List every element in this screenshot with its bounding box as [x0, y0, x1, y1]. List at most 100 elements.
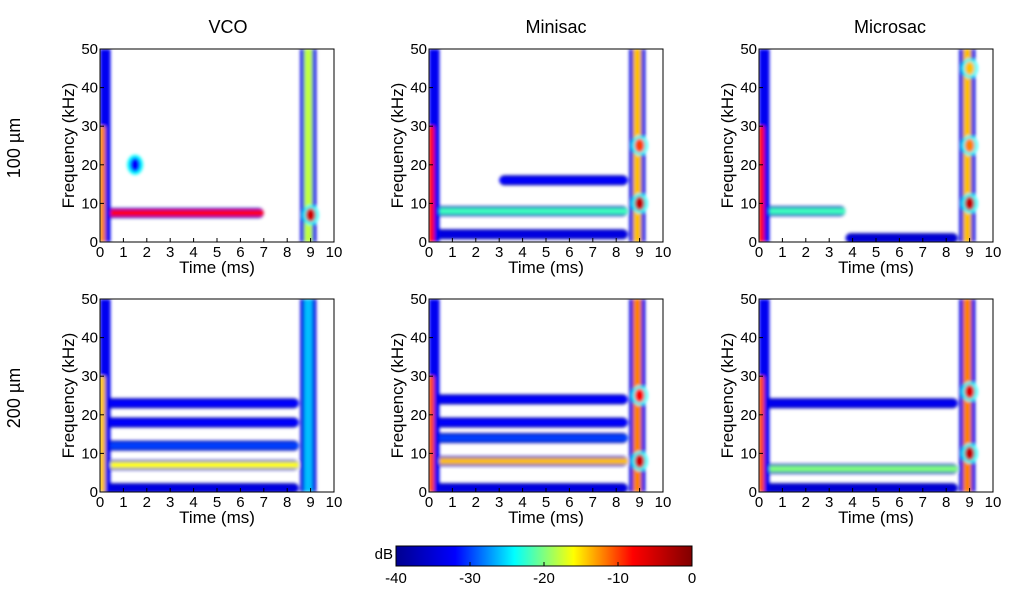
y-tick-label: 0 — [749, 484, 757, 501]
y-tick-label: 40 — [410, 330, 427, 347]
hotspot — [964, 61, 975, 76]
x-tick-label: 6 — [895, 244, 903, 261]
y-tick-label: 50 — [410, 41, 427, 58]
hotspot — [964, 446, 975, 461]
x-tick-label: 4 — [848, 494, 856, 511]
onset-column-halo — [429, 49, 440, 242]
x-tick-label: 10 — [655, 494, 672, 511]
hotspot — [964, 138, 975, 153]
onset-column-halo — [100, 49, 111, 242]
y-tick-label: 30 — [410, 368, 427, 385]
y-tick-label: 30 — [410, 118, 427, 135]
onset-column — [100, 126, 106, 242]
y-tick-label: 20 — [740, 407, 757, 424]
hotspot — [305, 207, 316, 222]
y-axis-label: Frequency (kHz) — [718, 83, 737, 209]
spectral-band — [100, 461, 299, 468]
x-tick-label: 10 — [326, 494, 343, 511]
y-tick-label: 10 — [740, 445, 757, 462]
spectral-band — [429, 396, 628, 403]
hotspot — [130, 157, 141, 172]
y-tick-label: 40 — [740, 80, 757, 97]
x-tick-label: 9 — [635, 244, 643, 261]
x-tick-label: 1 — [448, 244, 456, 261]
x-tick-label: 6 — [895, 494, 903, 511]
x-tick-label: 3 — [825, 494, 833, 511]
x-tick-label: 1 — [448, 494, 456, 511]
x-tick-label: 0 — [755, 244, 763, 261]
y-tick-label: 50 — [740, 291, 757, 308]
spectral-band — [759, 465, 958, 472]
x-tick-label: 5 — [213, 244, 221, 261]
x-tick-label: 9 — [965, 494, 973, 511]
onset-column-halo — [429, 299, 440, 492]
y-tick-label: 30 — [81, 118, 98, 135]
spectral-band — [100, 400, 299, 407]
spectral-band — [429, 485, 628, 492]
spectral-band — [100, 210, 264, 217]
x-tick-label: 10 — [985, 494, 1002, 511]
colorbar: dB -40 -30 -20 -10 0 — [375, 545, 696, 587]
x-tick-label: 10 — [655, 244, 672, 261]
y-tick-label: 20 — [410, 157, 427, 174]
y-tick-label: 30 — [740, 368, 757, 385]
hotspot — [634, 388, 645, 403]
x-tick-label: 5 — [213, 494, 221, 511]
x-tick-label: 0 — [96, 494, 104, 511]
row-label-200um: 200 µm — [4, 368, 24, 428]
spectral-band — [759, 400, 958, 407]
x-tick-label: 4 — [518, 244, 526, 261]
colorbar-tick-label: 0 — [688, 570, 696, 587]
spectral-band — [429, 231, 628, 238]
x-tick-label: 2 — [143, 244, 151, 261]
y-tick-label: 10 — [81, 445, 98, 462]
x-tick-label: 9 — [306, 244, 314, 261]
x-tick-label: 5 — [872, 494, 880, 511]
x-tick-label: 8 — [283, 494, 291, 511]
x-tick-label: 5 — [542, 494, 550, 511]
y-tick-label: 10 — [81, 195, 98, 212]
x-tick-label: 7 — [919, 244, 927, 261]
spectral-band — [845, 235, 958, 242]
offset-column — [304, 49, 313, 242]
hotspot — [964, 384, 975, 399]
x-tick-label: 2 — [802, 244, 810, 261]
onset-column-halo — [100, 299, 111, 492]
x-axis-label: Time (ms) — [179, 508, 255, 527]
y-axis-label: Frequency (kHz) — [388, 83, 407, 209]
onset-column — [759, 376, 765, 492]
x-axis-label: Time (ms) — [838, 508, 914, 527]
spectral-band — [100, 485, 299, 492]
y-tick-label: 0 — [419, 234, 427, 251]
x-tick-label: 4 — [848, 244, 856, 261]
y-tick-label: 40 — [740, 330, 757, 347]
y-tick-label: 0 — [90, 234, 98, 251]
x-tick-label: 6 — [565, 494, 573, 511]
x-tick-label: 4 — [189, 494, 197, 511]
x-tick-label: 3 — [495, 494, 503, 511]
y-tick-label: 50 — [81, 41, 98, 58]
spectral-band — [759, 485, 958, 492]
x-tick-label: 3 — [825, 244, 833, 261]
colorbar-tick-label: -10 — [607, 570, 629, 587]
x-axis-label: Time (ms) — [838, 258, 914, 277]
x-tick-label: 0 — [425, 244, 433, 261]
y-tick-label: 0 — [749, 234, 757, 251]
onset-column-halo — [759, 299, 770, 492]
x-tick-label: 1 — [778, 244, 786, 261]
x-tick-label: 0 — [425, 494, 433, 511]
spectral-band — [100, 442, 299, 449]
x-tick-label: 1 — [119, 494, 127, 511]
y-axis-label: Frequency (kHz) — [59, 333, 78, 459]
x-tick-label: 5 — [542, 244, 550, 261]
x-tick-label: 9 — [635, 494, 643, 511]
colorbar-tick-label: -40 — [385, 570, 407, 587]
y-tick-label: 50 — [740, 41, 757, 58]
x-tick-label: 2 — [802, 494, 810, 511]
y-tick-label: 40 — [81, 80, 98, 97]
y-axis-label: Frequency (kHz) — [718, 333, 737, 459]
spectral-band — [429, 434, 628, 441]
onset-column-halo — [759, 49, 770, 242]
